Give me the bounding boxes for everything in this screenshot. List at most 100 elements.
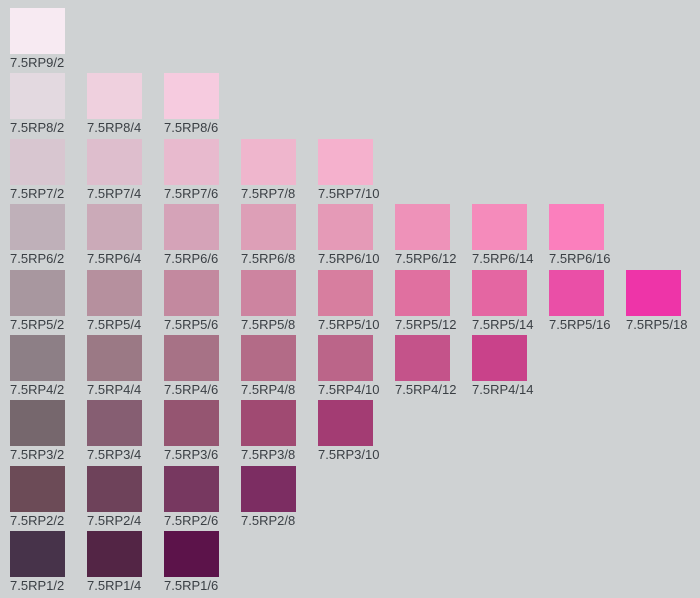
chip-label: 7.5RP4/4 <box>87 382 142 397</box>
chip-label: 7.5RP7/6 <box>164 186 219 201</box>
color-swatch <box>549 204 604 250</box>
color-swatch <box>87 139 142 185</box>
chip-label: 7.5RP2/6 <box>164 513 219 528</box>
chip-label: 7.5RP6/2 <box>10 251 65 266</box>
color-chip: 7.5RP3/6 <box>154 400 224 464</box>
color-chip: 7.5RP7/10 <box>308 139 380 203</box>
color-swatch <box>164 466 219 512</box>
color-chip: 7.5RP5/4 <box>77 270 147 334</box>
chip-label: 7.5RP7/4 <box>87 186 142 201</box>
color-chip: 7.5RP6/10 <box>308 204 380 268</box>
color-chip: 7.5RP6/4 <box>77 204 147 268</box>
color-swatch <box>395 335 450 381</box>
color-swatch <box>164 270 219 316</box>
chip-label: 7.5RP7/10 <box>318 186 380 201</box>
chip-label: 7.5RP6/4 <box>87 251 142 266</box>
color-swatch <box>241 139 296 185</box>
color-swatch <box>164 73 219 119</box>
chip-label: 7.5RP5/14 <box>472 317 534 332</box>
chip-label: 7.5RP5/6 <box>164 317 219 332</box>
chip-label: 7.5RP7/8 <box>241 186 296 201</box>
color-swatch <box>10 400 65 446</box>
chip-label: 7.5RP2/4 <box>87 513 142 528</box>
color-swatch <box>87 335 142 381</box>
color-swatch <box>10 204 65 250</box>
color-chip: 7.5RP1/6 <box>154 531 224 595</box>
color-swatch <box>87 204 142 250</box>
color-swatch <box>318 204 373 250</box>
color-chip: 7.5RP2/2 <box>0 466 70 530</box>
color-swatch <box>10 466 65 512</box>
chip-label: 7.5RP8/6 <box>164 120 219 135</box>
color-chip: 7.5RP6/16 <box>539 204 610 268</box>
chip-label: 7.5RP4/10 <box>318 382 380 397</box>
color-chip: 7.5RP5/18 <box>616 270 688 334</box>
color-swatch <box>87 270 142 316</box>
color-swatch <box>10 139 65 185</box>
color-chip: 7.5RP3/2 <box>0 400 70 464</box>
color-chip: 7.5RP5/12 <box>385 270 457 334</box>
color-chip: 7.5RP1/2 <box>0 531 70 595</box>
color-swatch <box>318 139 373 185</box>
color-swatch <box>549 270 604 316</box>
chip-label: 7.5RP8/4 <box>87 120 142 135</box>
color-chip: 7.5RP5/8 <box>231 270 301 334</box>
color-swatch <box>241 335 296 381</box>
color-chip: 7.5RP5/10 <box>308 270 380 334</box>
color-swatch <box>10 335 65 381</box>
chip-label: 7.5RP6/14 <box>472 251 534 266</box>
color-chip: 7.5RP7/8 <box>231 139 301 203</box>
color-swatch <box>164 139 219 185</box>
color-swatch <box>318 400 373 446</box>
color-swatch <box>164 204 219 250</box>
chip-label: 7.5RP3/8 <box>241 447 296 462</box>
color-chip: 7.5RP6/12 <box>385 204 457 268</box>
chip-label: 7.5RP5/4 <box>87 317 142 332</box>
color-chip: 7.5RP4/8 <box>231 335 301 399</box>
chip-label: 7.5RP6/12 <box>395 251 457 266</box>
color-chip: 7.5RP1/4 <box>77 531 147 595</box>
chip-label: 7.5RP5/10 <box>318 317 380 332</box>
color-chip: 7.5RP5/14 <box>462 270 534 334</box>
color-swatch <box>318 335 373 381</box>
color-chip: 7.5RP4/2 <box>0 335 70 399</box>
color-swatch <box>472 335 527 381</box>
chip-label: 7.5RP1/6 <box>164 578 219 593</box>
chip-label: 7.5RP6/10 <box>318 251 380 266</box>
color-swatch <box>472 204 527 250</box>
color-chip: 7.5RP2/8 <box>231 466 301 530</box>
color-swatch <box>241 400 296 446</box>
color-swatch <box>10 531 65 577</box>
color-chip: 7.5RP5/6 <box>154 270 224 334</box>
chip-label: 7.5RP5/8 <box>241 317 296 332</box>
color-chip: 7.5RP8/2 <box>0 73 70 137</box>
color-swatch <box>241 466 296 512</box>
color-swatch <box>241 270 296 316</box>
color-chip: 7.5RP7/6 <box>154 139 224 203</box>
chip-label: 7.5RP4/2 <box>10 382 65 397</box>
color-chip: 7.5RP6/2 <box>0 204 70 268</box>
color-chip: 7.5RP8/6 <box>154 73 224 137</box>
chip-label: 7.5RP5/18 <box>626 317 688 332</box>
color-chip: 7.5RP4/14 <box>462 335 533 399</box>
chip-label: 7.5RP6/8 <box>241 251 296 266</box>
color-chip: 7.5RP3/10 <box>308 400 379 464</box>
color-chip: 7.5RP5/2 <box>0 270 70 334</box>
chip-label: 7.5RP1/2 <box>10 578 65 593</box>
chip-label: 7.5RP6/6 <box>164 251 219 266</box>
chip-label: 7.5RP5/12 <box>395 317 457 332</box>
color-swatch <box>395 270 450 316</box>
chip-label: 7.5RP3/2 <box>10 447 65 462</box>
color-chip: 7.5RP4/12 <box>385 335 456 399</box>
chip-label: 7.5RP5/2 <box>10 317 65 332</box>
color-swatch <box>87 400 142 446</box>
color-chip: 7.5RP4/10 <box>308 335 380 399</box>
color-chip: 7.5RP6/14 <box>462 204 534 268</box>
color-chip: 7.5RP6/6 <box>154 204 224 268</box>
color-chip: 7.5RP3/8 <box>231 400 301 464</box>
chip-label: 7.5RP9/2 <box>10 55 65 70</box>
color-swatch <box>87 466 142 512</box>
color-chip: 7.5RP4/6 <box>154 335 224 399</box>
color-chip: 7.5RP5/16 <box>539 270 610 334</box>
